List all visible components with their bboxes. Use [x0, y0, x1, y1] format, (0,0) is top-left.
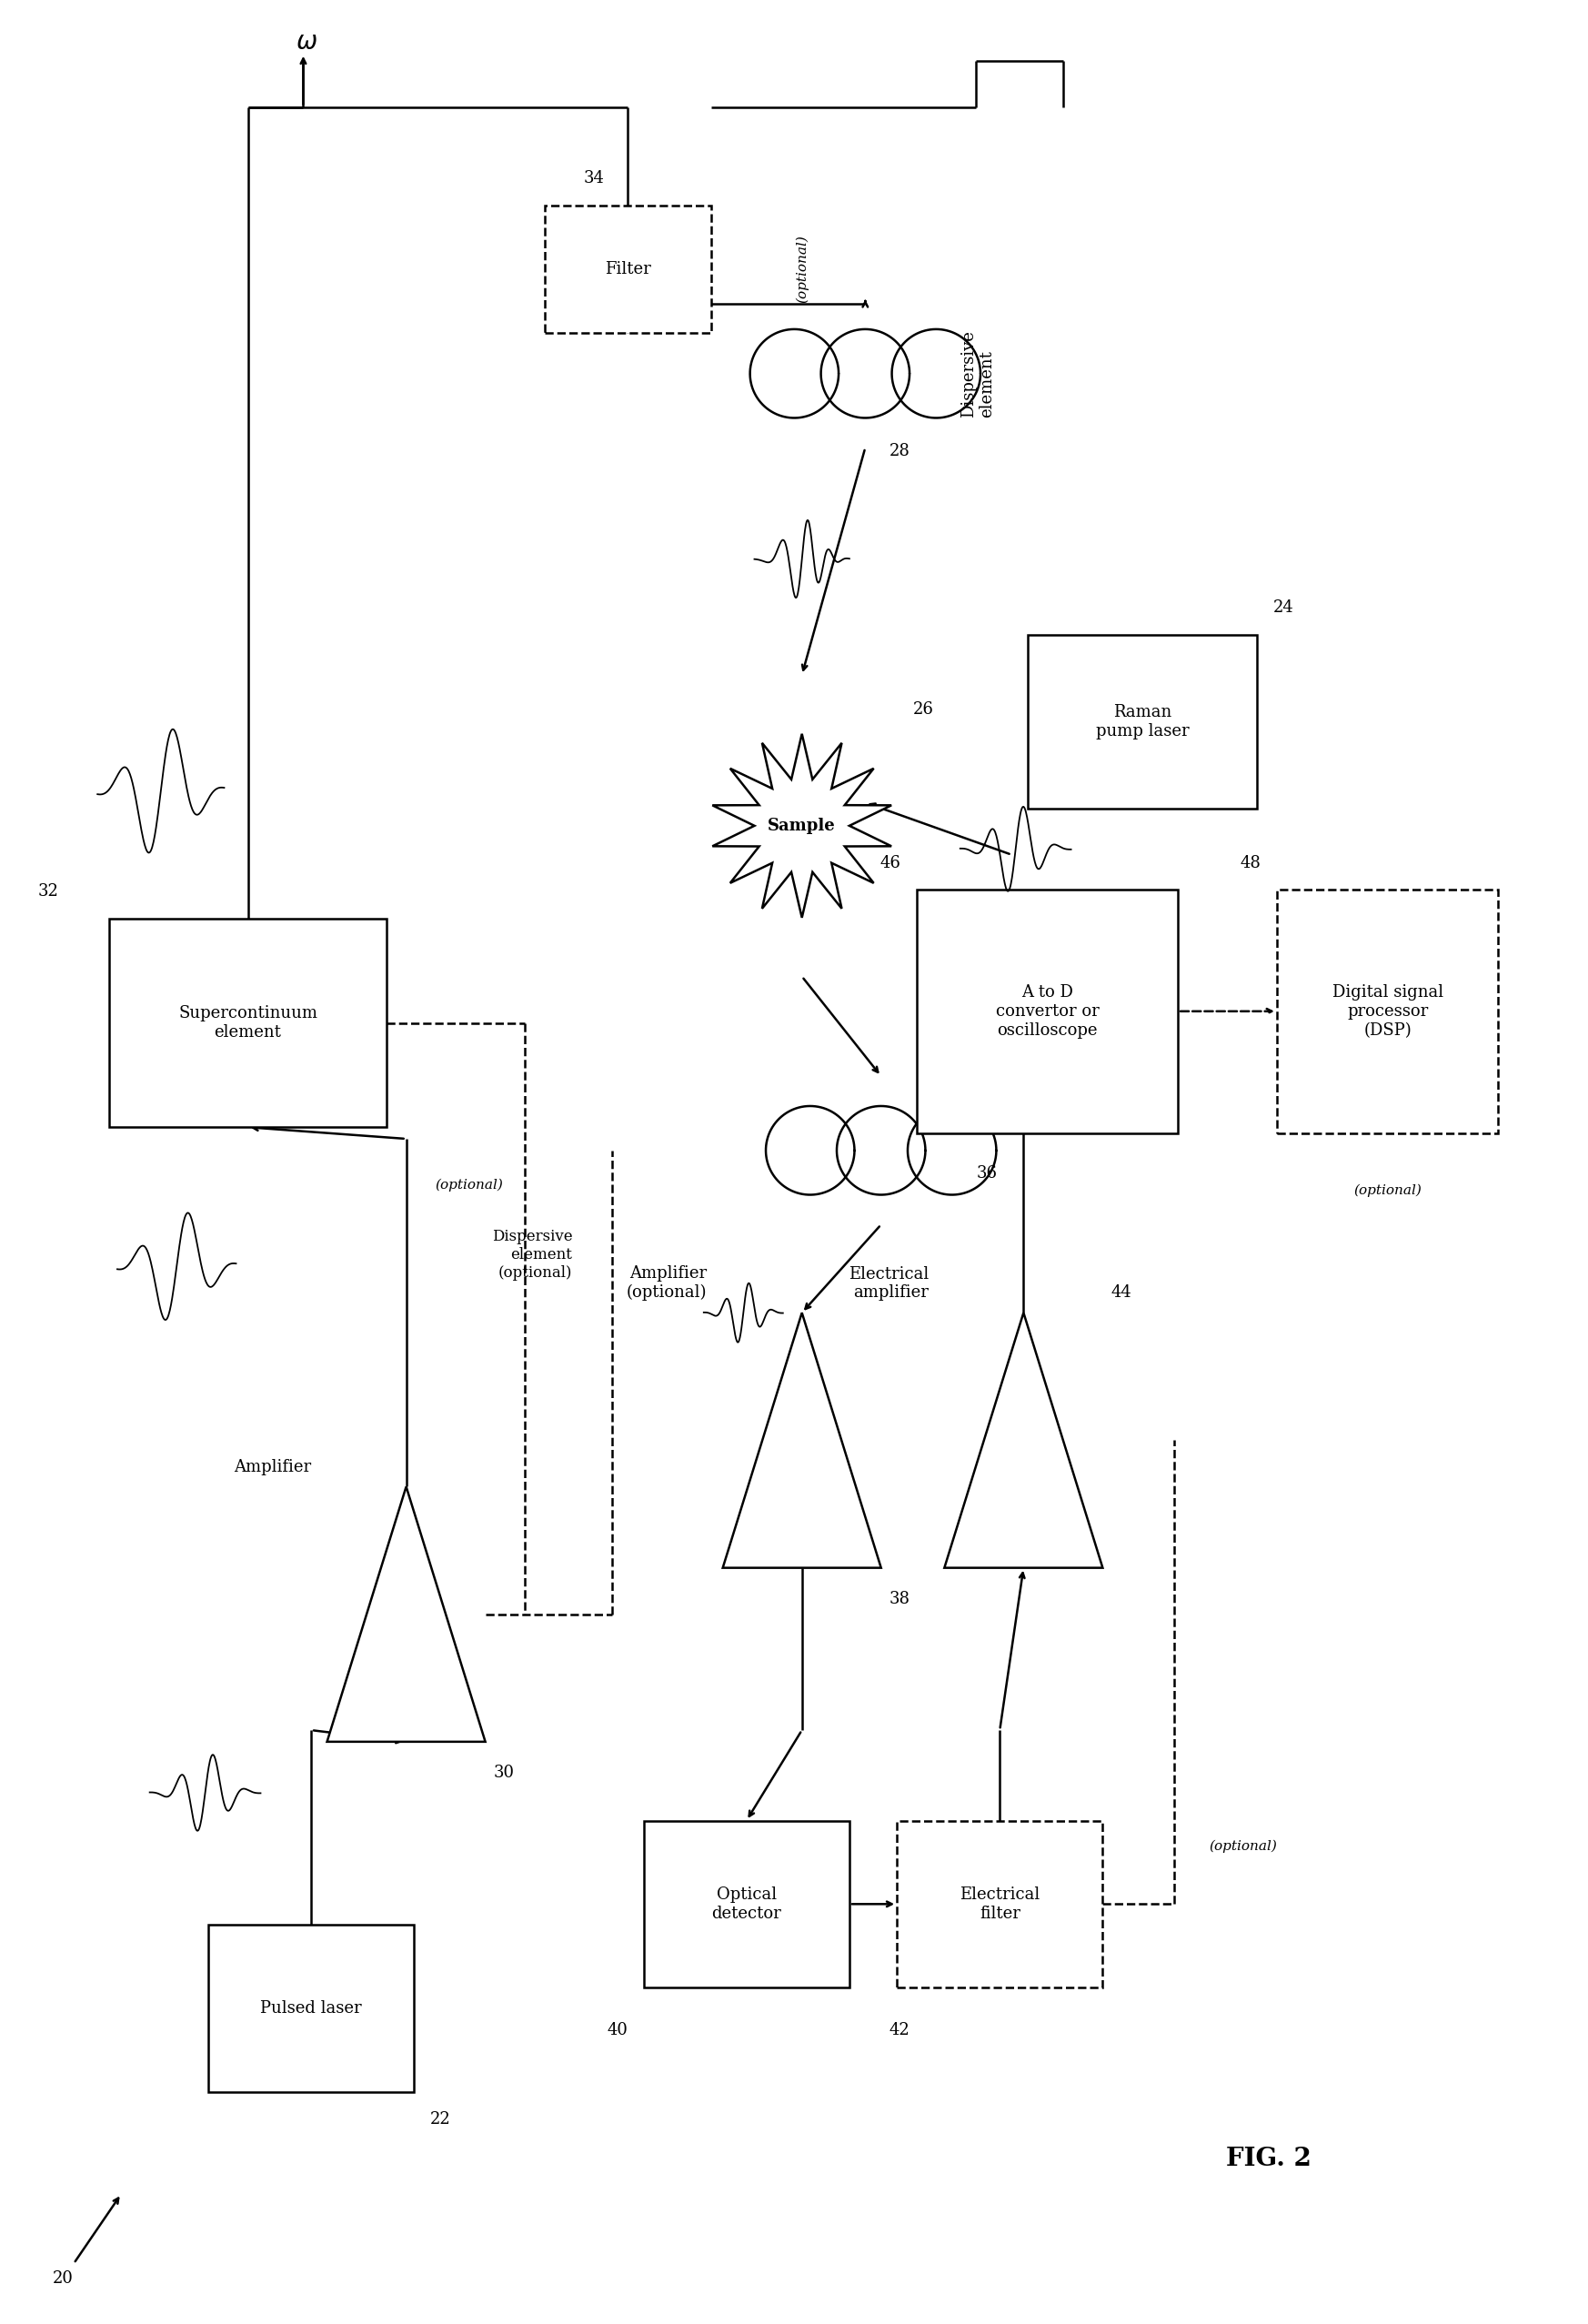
FancyBboxPatch shape — [897, 1820, 1102, 1987]
Text: 34: 34 — [583, 170, 603, 186]
Text: Supercontinuum
element: Supercontinuum element — [178, 1006, 318, 1041]
FancyBboxPatch shape — [916, 890, 1178, 1134]
Text: A to D
convertor or
oscilloscope: A to D convertor or oscilloscope — [996, 983, 1099, 1039]
Text: Dispersive
element: Dispersive element — [961, 330, 996, 418]
Text: 44: 44 — [1110, 1285, 1131, 1301]
FancyBboxPatch shape — [208, 1924, 414, 2092]
Text: 26: 26 — [913, 702, 934, 718]
Text: 22: 22 — [430, 2113, 451, 2129]
Polygon shape — [945, 1313, 1102, 1569]
Text: 30: 30 — [494, 1764, 515, 1780]
Text: 32: 32 — [38, 883, 59, 899]
Text: Pulsed laser: Pulsed laser — [260, 2001, 362, 2017]
Text: (optional): (optional) — [435, 1178, 503, 1192]
FancyBboxPatch shape — [643, 1820, 850, 1987]
Text: Amplifier
(optional): Amplifier (optional) — [626, 1267, 707, 1301]
FancyBboxPatch shape — [110, 918, 386, 1127]
Polygon shape — [327, 1487, 486, 1741]
Text: Digital signal
processor
(DSP): Digital signal processor (DSP) — [1332, 983, 1443, 1039]
Text: 46: 46 — [880, 855, 900, 872]
FancyBboxPatch shape — [1277, 890, 1499, 1134]
Text: 20: 20 — [52, 2271, 73, 2287]
Text: Electrical
filter: Electrical filter — [959, 1887, 1040, 1922]
Text: Sample: Sample — [769, 818, 835, 834]
Text: Raman
pump laser: Raman pump laser — [1096, 704, 1189, 739]
Text: (optional): (optional) — [1208, 1841, 1277, 1852]
Text: 36: 36 — [977, 1164, 997, 1183]
Text: 24: 24 — [1274, 600, 1294, 616]
Text: 28: 28 — [889, 444, 910, 460]
Polygon shape — [713, 734, 891, 918]
Text: (optional): (optional) — [796, 235, 810, 302]
Text: Amplifier: Amplifier — [233, 1459, 311, 1476]
Text: Optical
detector: Optical detector — [711, 1887, 781, 1922]
Text: 38: 38 — [889, 1592, 910, 1608]
Text: (optional): (optional) — [1353, 1183, 1421, 1197]
FancyBboxPatch shape — [545, 205, 711, 332]
Text: Filter: Filter — [605, 260, 651, 277]
FancyBboxPatch shape — [1027, 634, 1258, 809]
Text: FIG. 2: FIG. 2 — [1226, 2147, 1312, 2171]
Text: 40: 40 — [607, 2022, 627, 2038]
Text: Dispersive
element
(optional): Dispersive element (optional) — [492, 1229, 572, 1281]
Text: $\omega$: $\omega$ — [295, 30, 318, 53]
Text: 48: 48 — [1240, 855, 1261, 872]
Text: Electrical
amplifier: Electrical amplifier — [848, 1267, 929, 1301]
Text: 42: 42 — [889, 2022, 910, 2038]
Polygon shape — [723, 1313, 881, 1569]
